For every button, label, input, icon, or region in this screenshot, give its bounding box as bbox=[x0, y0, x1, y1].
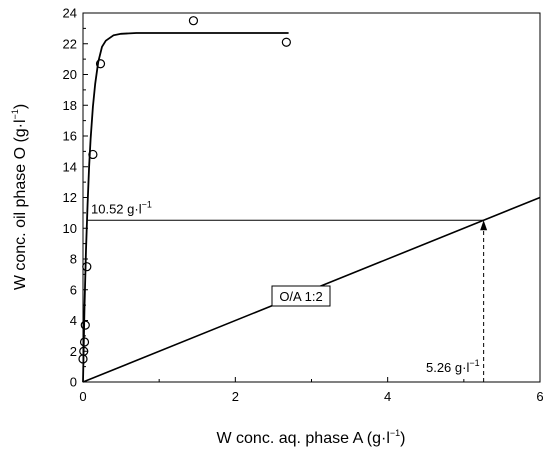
y-tick-label: 4 bbox=[70, 313, 77, 328]
y-tick-label: 2 bbox=[70, 344, 77, 359]
data-point bbox=[188, 16, 199, 26]
x-axis-title-sup: −1 bbox=[390, 428, 400, 438]
arrow-head bbox=[480, 220, 488, 231]
data-points bbox=[78, 16, 291, 364]
data-point bbox=[95, 59, 106, 69]
y-axis-title-end: ) bbox=[12, 104, 29, 109]
x-axis-title-main: W conc. aq. phase A (g·l bbox=[216, 430, 389, 447]
isotherm-fit-curve bbox=[82, 32, 289, 383]
data-point bbox=[79, 346, 89, 356]
y-tick-label: 12 bbox=[63, 190, 77, 205]
data-point bbox=[82, 262, 92, 272]
y-tick-label: 6 bbox=[70, 282, 77, 297]
y-tick-label: 24 bbox=[63, 6, 77, 21]
y-tick-label: 0 bbox=[70, 375, 77, 390]
y-tick-label: 22 bbox=[63, 36, 77, 51]
x-tick-label: 2 bbox=[232, 389, 239, 404]
annotation-y-value: 10.52 g·l−1 bbox=[91, 199, 152, 216]
data-point bbox=[80, 320, 90, 330]
y-tick-label: 10 bbox=[63, 221, 77, 236]
y-axis-title-main: W conc. oil phase O (g·l bbox=[12, 119, 29, 290]
y-tick-label: 8 bbox=[70, 252, 77, 267]
x-axis-title-end: ) bbox=[400, 430, 405, 447]
y-tick-label: 18 bbox=[63, 98, 77, 113]
annotation-x-value: 5.26 g·l−1 bbox=[426, 358, 480, 375]
y-tick-label: 14 bbox=[63, 159, 77, 174]
y-tick-label: 20 bbox=[63, 67, 77, 82]
y-axis-title: W conc. oil phase O (g·l−1) bbox=[10, 104, 29, 290]
oa-ratio-label: O/A 1:2 bbox=[279, 289, 322, 304]
y-tick-label: 16 bbox=[63, 129, 77, 144]
x-axis-title: W conc. aq. phase A (g·l−1) bbox=[216, 428, 405, 447]
oa-ratio-box bbox=[271, 285, 331, 307]
data-point bbox=[281, 37, 291, 47]
x-tick-label: 6 bbox=[536, 389, 543, 404]
x-tick-label: 0 bbox=[79, 389, 86, 404]
data-point bbox=[79, 337, 90, 347]
y-axis-title-sup: −1 bbox=[10, 109, 20, 119]
annotations: 10.52 g·l−1 5.26 g·l−1 O/A 1:2 bbox=[91, 199, 480, 375]
x-tick-label: 4 bbox=[384, 389, 391, 404]
data-point bbox=[88, 149, 98, 160]
